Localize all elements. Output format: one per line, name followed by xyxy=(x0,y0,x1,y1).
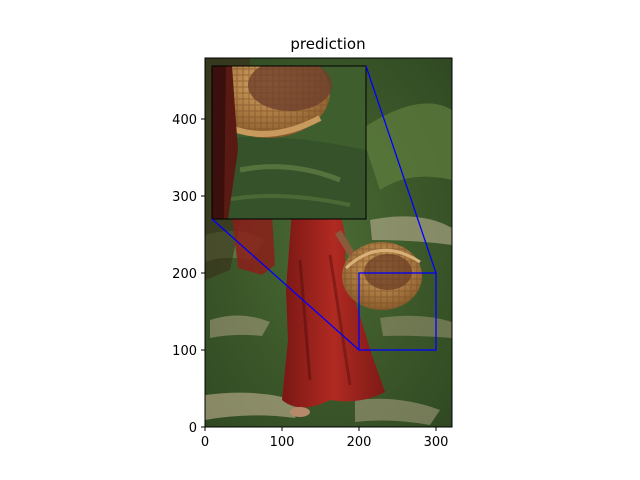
x-tick-label-300: 300 xyxy=(424,435,449,450)
zoom-box xyxy=(358,272,437,351)
y-axis: 0 100 200 300 400 xyxy=(172,113,205,436)
y-tick-label-300: 300 xyxy=(172,190,197,205)
y-tick-label-400: 400 xyxy=(172,113,197,128)
x-axis: 0 100 200 300 xyxy=(201,427,449,450)
x-tick-label-0: 0 xyxy=(201,435,209,450)
y-tick-label-200: 200 xyxy=(172,267,197,282)
x-tick-label-100: 100 xyxy=(270,435,295,450)
y-tick-label-0: 0 xyxy=(189,421,197,436)
chart-title: prediction xyxy=(290,35,365,53)
zoom-inset xyxy=(212,66,366,219)
zoom-connector-bottom xyxy=(211,218,360,351)
axes-frame xyxy=(204,57,453,428)
x-tick-label-200: 200 xyxy=(347,435,372,450)
inset-frame xyxy=(211,65,367,220)
zoom-connector-top xyxy=(365,65,437,274)
y-tick-label-100: 100 xyxy=(172,344,197,359)
